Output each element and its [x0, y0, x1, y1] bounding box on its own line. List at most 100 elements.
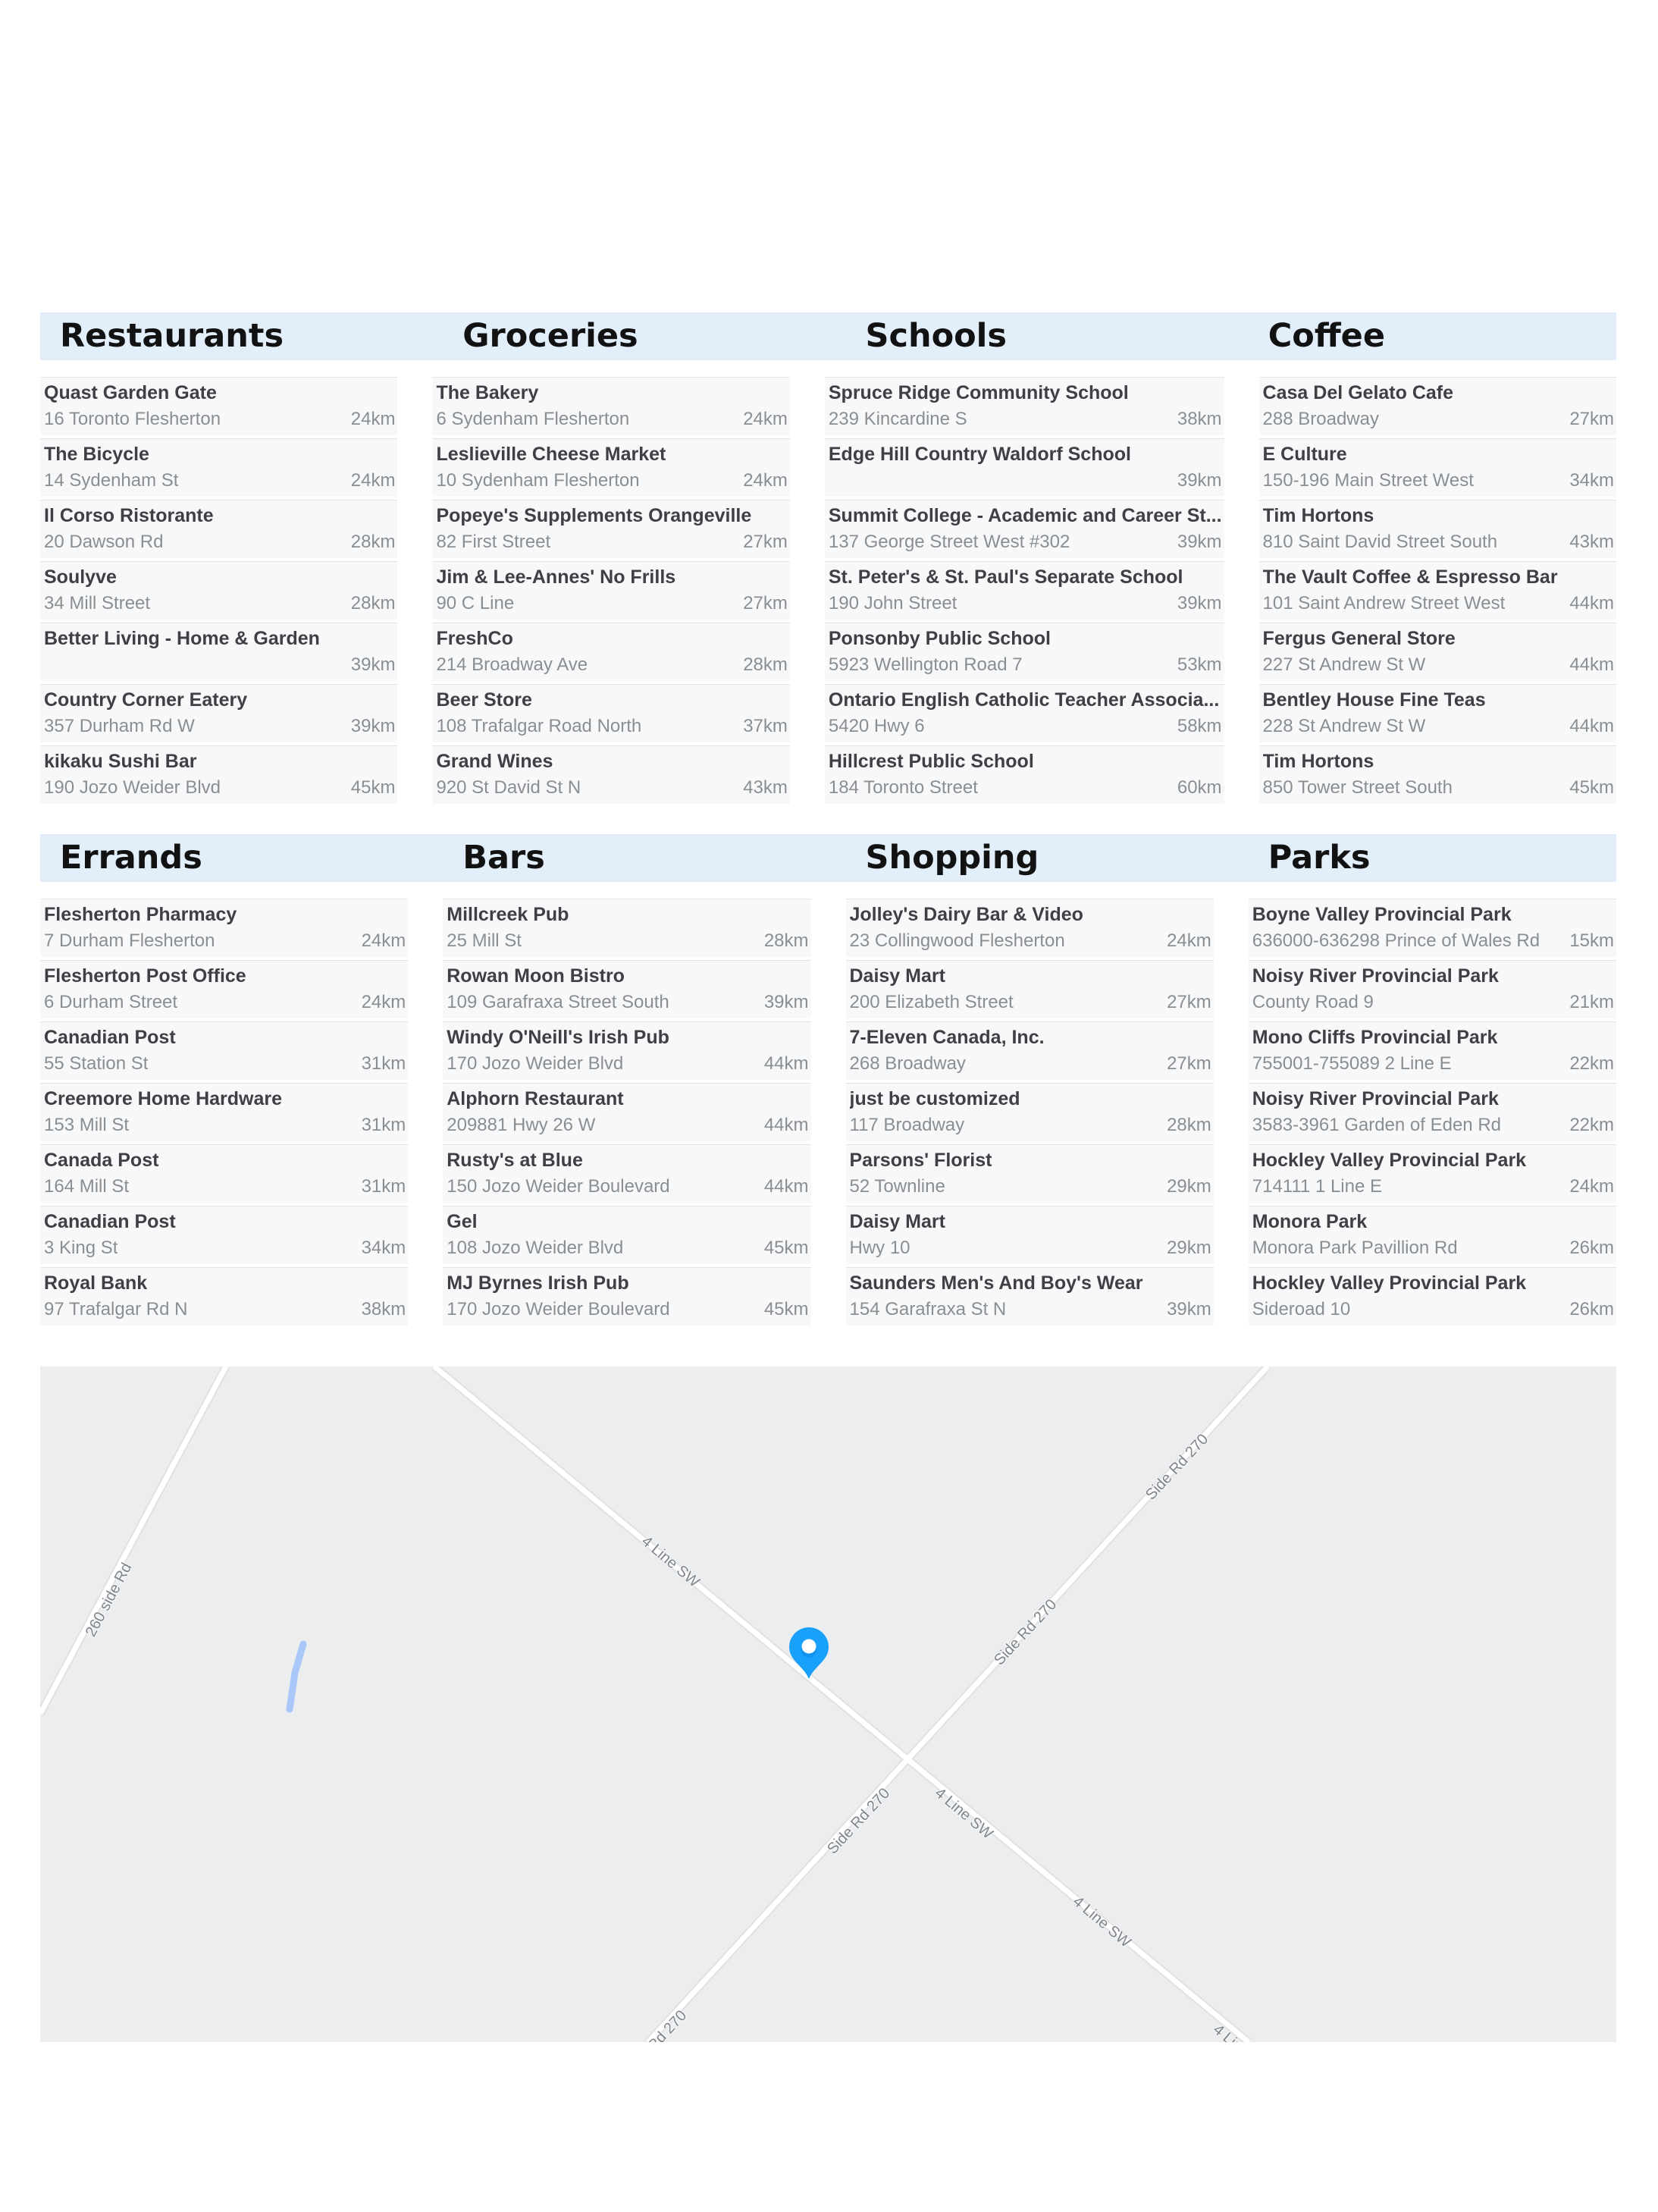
place-row[interactable]: Canadian Post 3 King St 34km — [40, 1206, 409, 1264]
place-name: Tim Hortons — [1262, 505, 1374, 526]
place-row[interactable]: Mono Cliffs Provincial Park 755001-755089… — [1248, 1021, 1616, 1080]
place-distance: 45km — [1569, 777, 1614, 798]
place-row[interactable]: Parsons' Florist 52 Townline 29km — [845, 1144, 1214, 1203]
place-distance: 44km — [1569, 654, 1614, 675]
place-row[interactable]: Grand Wines 920 St David St N 43km — [432, 745, 790, 804]
place-row[interactable]: The Bicycle 14 Sydenham St 24km — [40, 438, 398, 497]
place-row[interactable]: Fergus General Store 227 St Andrew St W 44… — [1258, 623, 1616, 681]
place-address: 10 Sydenham Flesherton — [436, 470, 640, 491]
place-row[interactable]: Canadian Post 55 Station St 31km — [40, 1021, 409, 1080]
place-row[interactable]: Tim Hortons 810 Saint David Street South 4… — [1258, 500, 1616, 558]
place-subline: 108 Jozo Weider Blvd 45km — [447, 1235, 808, 1260]
place-row[interactable]: 7-Eleven Canada, Inc. 268 Broadway 27km — [845, 1021, 1214, 1080]
place-row[interactable]: kikaku Sushi Bar 190 Jozo Weider Blvd 45km — [40, 745, 398, 804]
place-distance: 27km — [1167, 1053, 1211, 1074]
place-row[interactable]: Tim Hortons 850 Tower Street South 45km — [1258, 745, 1616, 804]
place-row[interactable]: Rowan Moon Bistro 109 Garafraxa Street So… — [443, 960, 811, 1018]
place-distance: 34km — [1569, 470, 1614, 491]
place-name: Ontario English Catholic Teacher Associa… — [828, 689, 1220, 711]
place-row[interactable]: Quast Garden Gate 16 Toronto Flesherton 24… — [40, 377, 398, 435]
place-row[interactable]: Soulyve 34 Mill Street 28km — [40, 561, 398, 620]
place-distance: 29km — [1167, 1176, 1211, 1197]
place-address: Monora Park Pavillion Rd — [1252, 1238, 1458, 1258]
place-address: 5923 Wellington Road 7 — [828, 654, 1023, 675]
place-row[interactable]: Popeye's Supplements Orangeville 82 First… — [432, 500, 790, 558]
place-row[interactable]: Saunders Men's And Boy's Wear 154 Garafra… — [845, 1267, 1214, 1326]
place-distance: 28km — [743, 654, 788, 675]
place-distance: 44km — [1569, 593, 1614, 613]
place-row[interactable]: Hillcrest Public School 184 Toronto Stree… — [824, 745, 1224, 804]
place-row[interactable]: Hockley Valley Provincial Park Sideroad 1… — [1248, 1267, 1616, 1326]
category-group-bottom: Errands Bars Shopping Parks Flesherton Phar… — [40, 834, 1616, 1329]
place-distance: 22km — [1569, 1115, 1614, 1135]
place-row[interactable]: Gel 108 Jozo Weider Blvd 45km — [443, 1206, 811, 1264]
place-subline: 3583-3961 Garden of Eden Rd 22km — [1252, 1112, 1614, 1137]
place-address: 109 Garafraxa Street South — [447, 992, 669, 1012]
place-address: 227 St Andrew St W — [1262, 654, 1426, 675]
place-row[interactable]: Hockley Valley Provincial Park 714111 1 L… — [1248, 1144, 1616, 1203]
place-row[interactable]: Summit College - Academic and Career St.… — [824, 500, 1224, 558]
place-name: Edge Hill Country Waldorf School — [828, 444, 1131, 465]
place-row[interactable]: Flesherton Pharmacy 7 Durham Flesherton 24… — [40, 899, 409, 957]
place-row[interactable]: just be customized 117 Broadway 28km — [845, 1083, 1214, 1141]
places-column-bars: Millcreek Pub 25 Mill St 28km Rowan Moon Bi… — [443, 899, 811, 1329]
place-name: Spruce Ridge Community School — [828, 382, 1129, 403]
place-row[interactable]: The Bakery 6 Sydenham Flesherton 24km — [432, 377, 790, 435]
place-subline: 108 Trafalgar Road North 37km — [436, 714, 787, 739]
place-row[interactable]: Windy O'Neill's Irish Pub 170 Jozo Weider… — [443, 1021, 811, 1080]
place-row[interactable]: Spruce Ridge Community School 239 Kincard… — [824, 377, 1224, 435]
place-distance: 43km — [743, 777, 788, 798]
place-row[interactable]: Jim & Lee-Annes' No Frills 90 C Line 27km — [432, 561, 790, 620]
place-row[interactable]: FreshCo 214 Broadway Ave 28km — [432, 623, 790, 681]
place-row[interactable]: Royal Bank 97 Trafalgar Rd N 38km — [40, 1267, 409, 1326]
map-canvas[interactable]: 260 side Rd 4 Line SW Side Rd 270 Side R… — [40, 1366, 1616, 2042]
place-row[interactable]: Canada Post 164 Mill St 31km — [40, 1144, 409, 1203]
place-row[interactable]: Bentley House Fine Teas 228 St Andrew St … — [1258, 684, 1616, 742]
place-row[interactable]: The Vault Coffee & Espresso Bar 101 Saint… — [1258, 561, 1616, 620]
place-row[interactable]: Monora Park Monora Park Pavillion Rd 26km — [1248, 1206, 1616, 1264]
place-row[interactable]: Casa Del Gelato Cafe 288 Broadway 27km — [1258, 377, 1616, 435]
place-name: Canadian Post — [44, 1027, 176, 1048]
place-row[interactable]: Millcreek Pub 25 Mill St 28km — [443, 899, 811, 957]
place-row[interactable]: Jolley's Dairy Bar & Video 23 Collingwood… — [845, 899, 1214, 957]
place-address: 25 Mill St — [447, 930, 522, 951]
place-row[interactable]: Beer Store 108 Trafalgar Road North 37km — [432, 684, 790, 742]
place-row[interactable]: Country Corner Eatery 357 Durham Rd W 39km — [40, 684, 398, 742]
place-distance: 24km — [361, 930, 406, 951]
place-row[interactable]: Noisy River Provincial Park County Road 9… — [1248, 960, 1616, 1018]
place-row[interactable]: Edge Hill Country Waldorf School 39km — [824, 438, 1224, 497]
place-row[interactable]: Daisy Mart Hwy 10 29km — [845, 1206, 1214, 1264]
place-row[interactable]: Flesherton Post Office 6 Durham Street 24k… — [40, 960, 409, 1018]
place-distance: 24km — [350, 409, 396, 429]
place-row[interactable]: Better Living - Home & Garden 39km — [40, 623, 398, 681]
place-row[interactable]: Alphorn Restaurant 209881 Hwy 26 W 44km — [443, 1083, 811, 1141]
place-subline: 636000-636298 Prince of Wales Rd 15km — [1252, 928, 1614, 953]
place-address: 6 Durham Street — [44, 992, 178, 1012]
place-name: Saunders Men's And Boy's Wear — [849, 1272, 1143, 1294]
place-name: Bentley House Fine Teas — [1262, 689, 1486, 711]
section-header-band: Errands Bars Shopping Parks — [40, 834, 1616, 882]
place-row[interactable]: Rusty's at Blue 150 Jozo Weider Boulevard… — [443, 1144, 811, 1203]
place-name: Alphorn Restaurant — [447, 1088, 624, 1109]
place-row[interactable]: Creemore Home Hardware 153 Mill St 31km — [40, 1083, 409, 1141]
place-distance: 26km — [1569, 1238, 1614, 1258]
section-title-coffee: Coffee — [1268, 317, 1386, 355]
place-address: 170 Jozo Weider Boulevard — [447, 1299, 670, 1319]
place-row[interactable]: Daisy Mart 200 Elizabeth Street 27km — [845, 960, 1214, 1018]
place-row[interactable]: Leslieville Cheese Market 10 Sydenham Fle… — [432, 438, 790, 497]
place-row[interactable]: Il Corso Ristorante 20 Dawson Rd 28km — [40, 500, 398, 558]
place-row[interactable]: MJ Byrnes Irish Pub 170 Jozo Weider Boule… — [443, 1267, 811, 1326]
place-address: 82 First Street — [436, 532, 551, 552]
place-name: Summit College - Academic and Career St.… — [828, 505, 1222, 526]
place-subline: 190 John Street 39km — [829, 591, 1222, 616]
place-row[interactable]: E Culture 150-196 Main Street West 34km — [1258, 438, 1616, 497]
place-subline: 184 Toronto Street 60km — [829, 775, 1222, 800]
section-title-groceries: Groceries — [462, 317, 638, 355]
place-row[interactable]: Noisy River Provincial Park 3583-3961 Gar… — [1248, 1083, 1616, 1141]
place-row[interactable]: Ponsonby Public School 5923 Wellington Ro… — [824, 623, 1224, 681]
place-distance: 38km — [361, 1299, 406, 1319]
place-row[interactable]: Ontario English Catholic Teacher Associa… — [824, 684, 1224, 742]
place-address: 214 Broadway Ave — [436, 654, 588, 675]
place-row[interactable]: Boyne Valley Provincial Park 636000-63629… — [1248, 899, 1616, 957]
place-row[interactable]: St. Peter's & St. Paul's Separate School… — [824, 561, 1224, 620]
